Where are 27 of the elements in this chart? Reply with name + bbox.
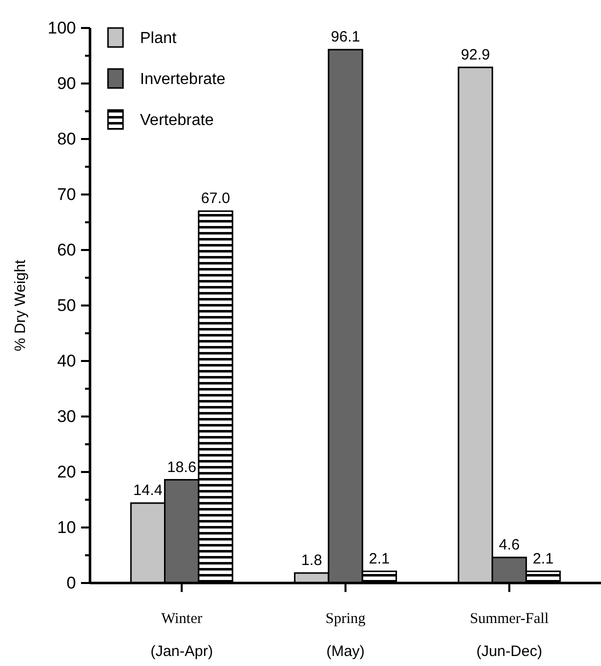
y-axis-title: % Dry Weight [12, 258, 29, 352]
legend-label: Vertebrate [140, 112, 214, 129]
text: 2.1 [368, 550, 390, 568]
y-tick-label: 30 [57, 406, 76, 426]
y-tick-label: 10 [57, 518, 76, 537]
y-tick-label: 40 [57, 351, 76, 370]
y-tick-label: 60 [57, 240, 76, 260]
x-tick-label: Summer-Fall (Jun-Dec) [470, 611, 549, 660]
x-tick-label: Spring (May) [325, 611, 366, 660]
text: 96.1 [330, 28, 360, 46]
text: 92.9 [460, 46, 490, 64]
y-tick-label: 20 [57, 462, 76, 482]
y-tick-label: 70 [57, 184, 76, 204]
y-tick-label: 100 [48, 18, 76, 38]
y-tick-label: 50 [57, 296, 76, 315]
text: 2.1 [532, 550, 554, 568]
y-tick-label: 90 [57, 74, 76, 93]
text: 1.8 [301, 552, 322, 570]
legend-label: Plant [140, 30, 178, 47]
text: 67.0 [200, 190, 230, 208]
text: 14.4 [133, 482, 162, 500]
x-tick-label: Winter (Jan-Apr) [150, 611, 213, 660]
legend-label: Invertebrate [140, 71, 226, 88]
y-tick-label: 80 [57, 129, 76, 148]
y-tick-label: 0 [66, 573, 76, 592]
text: 4.6 [498, 536, 520, 554]
text: 18.6 [167, 458, 196, 476]
